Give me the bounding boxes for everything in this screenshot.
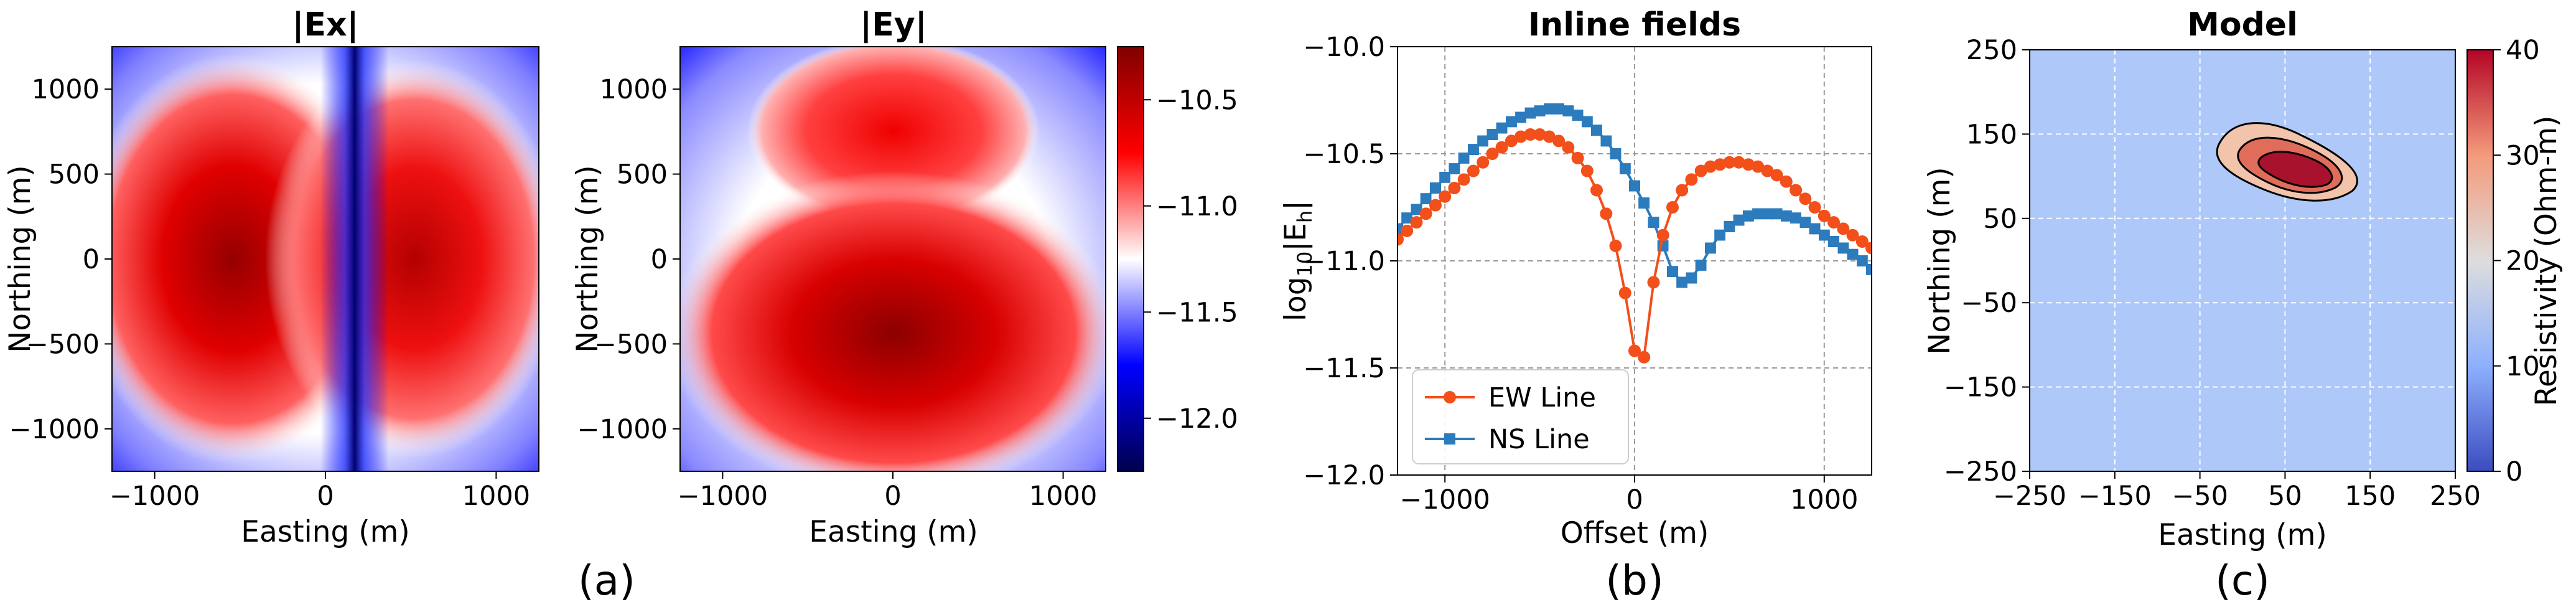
y-tick-label: 500	[49, 159, 100, 191]
inline-legend: EW Line NS Line	[1412, 369, 1629, 464]
y-tick-label: 0	[651, 244, 668, 275]
y-tick-label: 1000	[600, 74, 668, 105]
x-tick-label: 150	[2345, 481, 2396, 512]
ey-bottom-lobe	[680, 171, 1106, 471]
inline-ylabel: log10|Eh|	[1279, 200, 1317, 321]
inline-xlabel: Offset (m)	[1561, 516, 1709, 550]
ey-xlabel: Easting (m)	[809, 515, 978, 549]
model-ylabel: Northing (m)	[1923, 167, 1957, 355]
ex-panel: −1000 0 1000 −1000 −500 0 500 1000 |Ex| Easting…	[3, 6, 539, 549]
y-tick-label: −500	[594, 329, 668, 360]
model-colorbar	[2466, 49, 2494, 472]
y-tick-label: −1000	[577, 414, 668, 445]
y-tick-label: −10.0	[1303, 32, 1385, 63]
panel-label-b: (b)	[1605, 557, 1663, 605]
ew-legend-marker	[1444, 391, 1456, 403]
y-tick-label: −11.5	[1303, 353, 1385, 384]
ey-colorbar-ticks: −10.5 −11.0 −11.5 −12.0	[1144, 85, 1238, 435]
ex-null-band	[320, 47, 389, 471]
y-tick-label: −10.5	[1303, 139, 1385, 170]
ex-xlabel: Easting (m)	[241, 515, 410, 549]
x-tick-label: −1000	[110, 481, 200, 512]
ey-title: |Ey|	[860, 6, 926, 44]
y-tick-label: 0	[83, 244, 100, 275]
model-title: Model	[2187, 6, 2298, 44]
ex-ylabel: Northing (m)	[3, 165, 37, 353]
ex-heatmap	[112, 47, 539, 471]
x-tick-label: 0	[884, 481, 901, 512]
inline-axes: −1000 0 1000 −10.0 −10.5 −11.0 −11.5 −12.0	[1303, 32, 1858, 515]
y-tick-label: −150	[1944, 372, 2017, 403]
colorbar-tick-label: −11.5	[1156, 297, 1238, 328]
x-tick-label: −1000	[1399, 484, 1490, 515]
x-tick-label: 0	[317, 481, 334, 512]
y-tick-label: 150	[1966, 119, 2017, 150]
x-tick-label: −1000	[678, 481, 768, 512]
model-body	[2216, 122, 2358, 202]
x-tick-label: 0	[1626, 484, 1643, 515]
ex-axes: −1000 0 1000 −1000 −500 0 500 1000	[9, 74, 531, 512]
ey-colorbar	[1117, 46, 1144, 472]
model-colorbar-ticks: 0 10 20 30 40	[2493, 35, 2540, 487]
inline-panel: −1000 0 1000 −10.0 −10.5 −11.0 −11.5 −12.0 Inli…	[1279, 6, 1872, 550]
y-tick-label: 500	[617, 159, 668, 191]
colorbar-tick-label: −11.0	[1156, 191, 1238, 222]
y-tick-label: 1000	[32, 74, 100, 105]
x-tick-label: 250	[2430, 481, 2481, 512]
panel-label-c: (c)	[2215, 557, 2270, 605]
model-background	[2030, 50, 2455, 471]
panel-label-a: (a)	[578, 557, 635, 605]
colorbar-tick-label: 20	[2506, 246, 2540, 277]
ex-right-lobe	[265, 60, 539, 458]
ey-top-lobe	[747, 47, 1040, 224]
ey-heatmap	[680, 47, 1106, 471]
colorbar-tick-label: −12.0	[1156, 403, 1238, 435]
ex-title: |Ex|	[292, 6, 358, 44]
y-tick-label: 50	[1983, 204, 2017, 235]
ey-ylabel: Northing (m)	[571, 165, 605, 353]
ey-panel: −1000 0 1000 −1000 −500 0 500 1000 |Ey| Easting…	[571, 6, 1238, 549]
inline-title: Inline fields	[1528, 6, 1741, 44]
x-tick-label: 1000	[1029, 481, 1097, 512]
colorbar-tick-label: −10.5	[1156, 85, 1238, 116]
ey-axes: −1000 0 1000 −1000 −500 0 500 1000	[577, 74, 1098, 512]
y-tick-label: −1000	[9, 414, 100, 445]
x-tick-label: −50	[2172, 481, 2228, 512]
x-tick-label: 50	[2268, 481, 2302, 512]
y-tick-label: −50	[1961, 288, 2017, 319]
ew-legend-label: EW Line	[1488, 382, 1596, 413]
y-tick-label: −250	[1944, 456, 2017, 487]
y-tick-label: −11.0	[1303, 246, 1385, 277]
y-tick-label: −500	[26, 329, 100, 360]
colorbar-tick-label: 10	[2506, 351, 2540, 382]
colorbar-tick-label: 30	[2506, 140, 2540, 171]
colorbar-tick-label: 0	[2506, 456, 2522, 487]
ns-legend-label: NS Line	[1488, 424, 1590, 455]
ew-line-series	[1398, 128, 1872, 364]
model-xlabel: Easting (m)	[2158, 518, 2327, 552]
colorbar-tick-label: 40	[2506, 35, 2540, 66]
model-axes: −250 −150 −50 50 150 250 −250 −150 −50 50 150 250	[1944, 35, 2481, 512]
x-tick-label: −150	[2078, 481, 2152, 512]
x-tick-label: 1000	[462, 481, 530, 512]
y-tick-label: −12.0	[1303, 460, 1385, 491]
x-tick-label: 1000	[1790, 484, 1858, 515]
x-tick-label: −250	[1993, 481, 2066, 512]
y-tick-label: 250	[1966, 35, 2017, 66]
ns-legend-marker	[1444, 433, 1455, 445]
model-colorbar-label: Resistivity (Ohm-m)	[2529, 115, 2564, 406]
model-panel: −250 −150 −50 50 150 250 −250 −150 −50 50 150 250 M…	[1923, 6, 2564, 552]
